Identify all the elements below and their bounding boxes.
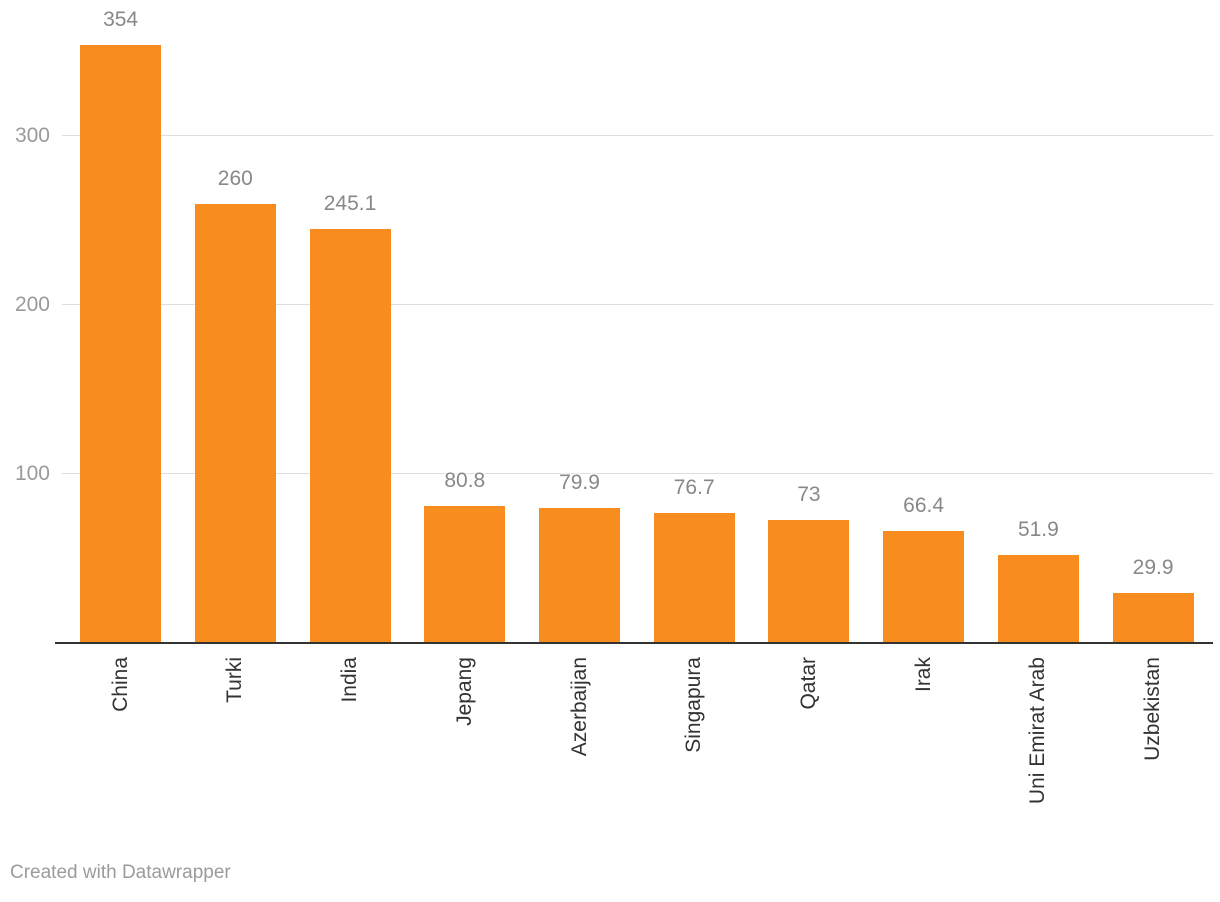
y-axis-tick-label-100: 100 xyxy=(14,462,50,485)
bar-azerbaijan[interactable] xyxy=(539,508,620,643)
gridline-200 xyxy=(62,304,1213,305)
gridline-300 xyxy=(62,135,1213,136)
value-label-india: 245.1 xyxy=(323,191,377,215)
bar-irak[interactable] xyxy=(883,530,965,643)
category-label-qatar: Qatar xyxy=(797,657,821,715)
datawrapper-credit-link[interactable]: Created with Datawrapper xyxy=(10,862,231,883)
category-label-singapura: Singapura xyxy=(682,657,706,758)
value-label-azerbaijan: 79.9 xyxy=(559,471,600,494)
bar-china[interactable] xyxy=(80,44,162,643)
value-label-uzbekistan: 29.9 xyxy=(1132,555,1174,579)
bar-uzbekistan[interactable] xyxy=(1112,592,1194,643)
category-label-azerbaijan: Azerbaijan xyxy=(568,657,592,761)
bar-turki[interactable] xyxy=(194,203,276,643)
value-label-irak: 66.4 xyxy=(903,493,945,517)
category-label-india: India xyxy=(338,657,362,708)
category-label-uzbekistan: Uzbekistan xyxy=(1141,657,1165,766)
value-label-qatar: 73 xyxy=(797,482,821,506)
y-axis-tick-label-200: 200 xyxy=(14,293,50,316)
category-label-jepang: Jepang xyxy=(453,657,477,731)
bar-qatar[interactable] xyxy=(768,519,850,643)
category-label-text: Turki xyxy=(223,657,247,703)
y-axis-tick-label-300: 300 xyxy=(14,124,50,147)
category-label-text: China xyxy=(108,657,132,712)
value-label-singapura: 76.7 xyxy=(673,476,715,500)
category-label-text: Singapura xyxy=(682,657,706,753)
category-label-irak: Irak xyxy=(912,657,936,697)
bar-india[interactable] xyxy=(309,228,391,643)
bar-uni-emirat-arab[interactable] xyxy=(997,555,1079,643)
gridline-100 xyxy=(62,473,1213,474)
category-label-text: Uzbekistan xyxy=(1141,657,1165,761)
value-label-uni-emirat-arab: 51.9 xyxy=(1017,518,1059,542)
value-label-jepang: 80.8 xyxy=(444,469,486,493)
category-label-uni-emirat-arab: Uni Emirat Arab xyxy=(1026,657,1050,809)
value-label-turki: 260 xyxy=(217,166,253,190)
category-label-text: India xyxy=(338,657,361,703)
x-axis-line xyxy=(55,642,1213,644)
category-label-text: Jepang xyxy=(452,657,476,726)
category-label-text: Qatar xyxy=(796,657,820,710)
category-label-text: Irak xyxy=(911,657,935,693)
value-label-china: 354 xyxy=(103,7,139,31)
category-label-china: China xyxy=(109,657,133,717)
category-label-text: Uni Emirat Arab xyxy=(1026,657,1050,805)
bar-jepang[interactable] xyxy=(424,506,506,643)
category-label-text: Azerbaijan xyxy=(567,657,591,757)
category-label-turki: Turki xyxy=(223,657,247,708)
bar-singapura[interactable] xyxy=(653,513,735,643)
